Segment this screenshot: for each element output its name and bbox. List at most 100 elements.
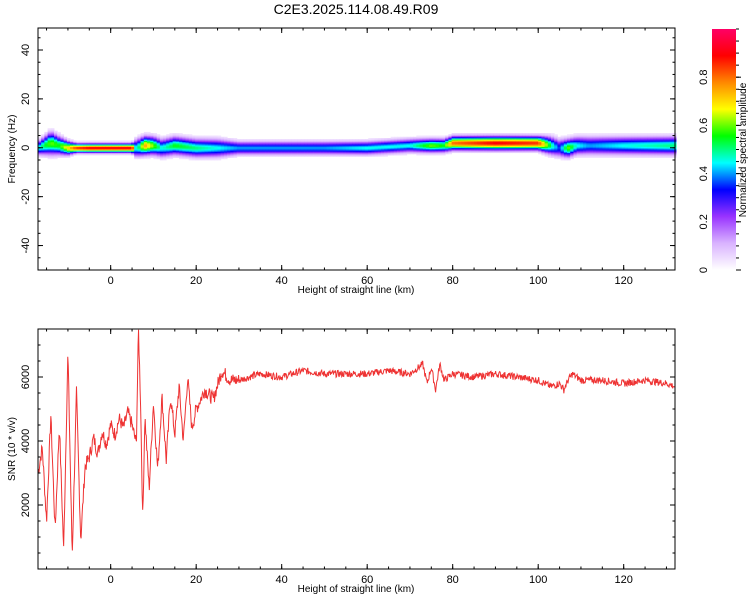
spectrogram-cell <box>390 142 395 145</box>
spectrogram-cell <box>147 156 151 158</box>
spectrogram-cell <box>143 141 148 144</box>
spectrogram-cell <box>640 156 645 158</box>
spectrogram-cell <box>544 141 549 144</box>
spectrogram-cell <box>445 135 449 138</box>
spectrogram-cell <box>438 135 443 138</box>
spectrogram-cell <box>615 151 619 154</box>
spectrogram-cell <box>644 145 648 147</box>
spectrogram-cell <box>624 139 629 141</box>
spectrogram-cell <box>442 149 446 151</box>
spectrogram-cell <box>547 134 552 136</box>
spectrogram-cell <box>211 149 215 151</box>
spectrogram-cell <box>147 144 151 146</box>
spectrogram-cell <box>393 149 398 151</box>
spectrogram-cell <box>326 146 331 149</box>
spectrogram-cell <box>127 152 132 155</box>
spectrogram-cell <box>499 140 504 143</box>
spectrogram-cell <box>467 135 472 138</box>
spectrogram-cell <box>438 152 443 155</box>
spectrogram-cell <box>477 136 481 139</box>
spectrogram-cell <box>204 153 209 156</box>
spectrogram-cell <box>528 133 533 135</box>
spectrogram-cell <box>44 150 49 152</box>
spectrogram-cell <box>390 151 395 154</box>
spectrogram-cell <box>653 149 658 151</box>
spectrogram-cell <box>140 157 145 160</box>
spectrogram-cell <box>214 155 218 157</box>
spectrogram-cell <box>458 150 462 152</box>
spectrogram-cell <box>480 138 485 140</box>
spectrogram-cell <box>111 145 116 147</box>
spectrogram-cell <box>605 153 610 156</box>
spectrogram-cell <box>371 138 376 140</box>
spectrogram-cell <box>352 150 356 152</box>
spectrogram-cell <box>291 147 295 150</box>
spectrogram-cell <box>41 147 45 150</box>
spectrogram-cell <box>70 151 74 154</box>
spectrogram-cell <box>647 141 651 144</box>
spectrogram-cell <box>150 155 154 157</box>
spectrogram-frame <box>37 27 676 271</box>
spectrogram-cell <box>195 144 199 146</box>
spectrogram-cell <box>650 135 655 138</box>
spectrogram-cell <box>310 144 315 146</box>
spectrogram-cell <box>624 153 629 156</box>
spectrogram-cell <box>621 133 626 135</box>
spectrogram-cell <box>663 142 667 145</box>
spectrogram-cell <box>230 142 234 145</box>
spectrogram-cell <box>339 147 344 150</box>
spectrogram-cell <box>425 153 430 156</box>
spectrogram-cell <box>538 135 542 138</box>
spectrogram-cell <box>195 149 199 151</box>
spectrogram-cell <box>323 155 327 157</box>
spectrogram-cell <box>611 149 616 151</box>
spectrogram-cell <box>624 138 629 140</box>
spectrogram-cell <box>182 139 186 141</box>
spectrogram-cell <box>499 149 504 151</box>
spectrogram-cell <box>531 136 536 139</box>
spectrogram-cell <box>265 141 270 144</box>
spectrogram-cell <box>288 142 292 145</box>
spectrogram-cell <box>374 147 379 150</box>
spectrogram-cell <box>166 136 170 139</box>
spectrogram-cell <box>86 153 90 156</box>
spectrogram-cell <box>50 145 55 147</box>
spectrogram-cell <box>538 139 542 141</box>
spectrogram-cell <box>211 145 215 147</box>
spectrogram-cell <box>195 155 199 157</box>
spectrogram-cell <box>512 135 517 138</box>
spectrogram-cell <box>358 153 363 156</box>
spectrogram-cell <box>320 151 324 154</box>
spectrogram-cell <box>188 147 193 150</box>
spectrogram-cell <box>294 146 299 149</box>
spectrogram-cell <box>541 138 546 140</box>
spectrogram-cell <box>38 153 42 156</box>
spectrogram-cell <box>416 144 420 146</box>
spectrogram-cell <box>669 140 674 143</box>
spectrogram-cell <box>44 140 49 143</box>
spectrogram-cell <box>44 155 49 157</box>
spectrogram-cell <box>390 146 395 149</box>
spectrogram-cell <box>579 133 584 135</box>
spectrogram-cell <box>156 157 161 160</box>
spectrogram-cell <box>188 145 193 147</box>
spectrogram-cell <box>156 145 161 147</box>
spectrogram-cell <box>586 153 590 156</box>
spectrogram-cell <box>506 142 510 145</box>
spectrogram-cell <box>188 134 193 136</box>
spectrogram-cell <box>105 145 109 147</box>
spectrogram-cell <box>611 151 616 154</box>
spectrogram-cell <box>223 142 228 145</box>
spectrogram-cell <box>326 155 331 157</box>
spectrogram-cell <box>387 141 392 144</box>
spectrogram-cell <box>384 153 388 156</box>
spectrogram-cell <box>631 151 635 154</box>
spectrogram-cell <box>185 135 190 138</box>
spectrogram-cell <box>172 142 177 145</box>
spectrogram-cell <box>70 153 74 156</box>
spectrogram-cell <box>92 145 97 147</box>
spectrogram-cell <box>560 156 565 158</box>
spectrogram-cell <box>554 144 558 146</box>
spectrogram-cell <box>111 153 116 156</box>
spectrogram-cell <box>329 149 334 151</box>
